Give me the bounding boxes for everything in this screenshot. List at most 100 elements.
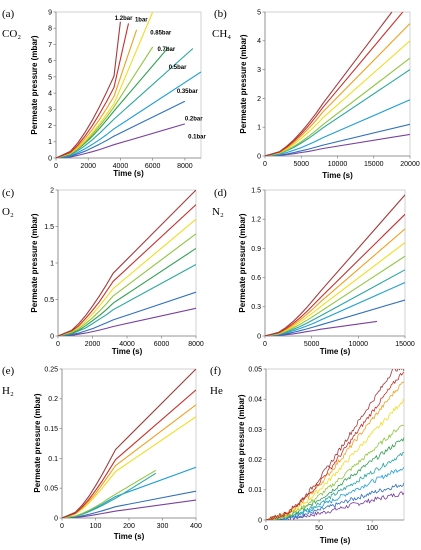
y-tick-label: 0.5 <box>44 297 54 304</box>
y-tick-label: 5 <box>48 74 52 81</box>
chart-panel-c: (c) O₂ 0 0.5 1 1.5 2 0 2000 4000 6000 8000 Time (s) P… <box>2 187 204 356</box>
y-tick-label: 0 <box>48 155 52 162</box>
gas-label: CO₂ <box>2 28 21 40</box>
y-tick-label: 6 <box>48 58 52 65</box>
x-tick-label: 400 <box>190 523 202 530</box>
series-line <box>58 218 196 336</box>
x-tick-label: 20000 <box>400 161 420 168</box>
series-group <box>266 369 404 520</box>
x-tick-label: 4000 <box>113 163 129 170</box>
x-tick-label: 6000 <box>154 341 170 348</box>
x-tick-label: 8000 <box>177 163 193 170</box>
series-line <box>62 389 196 518</box>
series-line <box>56 29 138 158</box>
series-line <box>62 404 196 518</box>
x-tick-label: 100 <box>366 525 378 532</box>
series-line <box>62 469 157 518</box>
y-axis-label: Permeate pressure (mbar) <box>30 35 39 134</box>
x-tick-label: 4000 <box>119 341 135 348</box>
series-line <box>265 269 405 336</box>
series-line <box>56 21 121 158</box>
x-tick-label: 300 <box>157 523 169 530</box>
y-tick-label: 0.04 <box>248 397 262 404</box>
x-tick-label: 6000 <box>145 163 161 170</box>
y-tick-label: 0.01 <box>248 487 262 494</box>
y-tick-label: 3 <box>257 67 261 74</box>
series-group <box>62 369 196 518</box>
y-tick-label: 0 <box>258 517 262 524</box>
gas-label: N₂ <box>212 206 224 218</box>
series-line <box>58 204 196 336</box>
y-tick-label: 3 <box>48 107 52 114</box>
series-line <box>58 307 196 336</box>
series-line <box>265 99 410 156</box>
plot-frame <box>57 189 197 337</box>
gas-label: CH₄ <box>212 28 231 40</box>
series-group <box>265 12 410 156</box>
y-axis-label: Permeate pressure (mbar) <box>30 213 39 312</box>
y-tick-label: 0 <box>50 333 54 340</box>
plot-frame <box>61 368 197 519</box>
y-tick-label: 0.3 <box>251 304 261 311</box>
y-tick-label: 2 <box>48 123 52 130</box>
panel-letter: (c) <box>2 187 15 199</box>
series-line <box>265 12 404 156</box>
plot-frame <box>265 368 405 521</box>
series-line <box>62 369 196 518</box>
x-tick-label: 5000 <box>304 341 320 348</box>
y-tick-label: 9 <box>48 9 52 16</box>
series-group <box>56 12 201 158</box>
x-tick-label: 8000 <box>188 341 204 348</box>
series-line <box>58 190 196 336</box>
y-tick-label: 0.15 <box>44 426 58 433</box>
y-tick-label: 4 <box>48 91 52 98</box>
series-line <box>56 46 170 158</box>
x-tick-label: 100 <box>90 523 102 530</box>
series-annotation: 1bar <box>135 18 148 24</box>
x-tick-label: 0 <box>54 163 58 170</box>
y-tick-label: 0.1 <box>48 456 58 463</box>
y-tick-label: 0.02 <box>248 457 262 464</box>
panel-letter: (d) <box>214 187 227 199</box>
series-line <box>266 372 404 520</box>
x-axis-label: Time (s) <box>112 347 143 356</box>
y-axis-label: Permeate pressure (mbar) <box>239 34 248 133</box>
y-axis-label: Permeate pressure (mbar) <box>33 393 42 492</box>
x-tick-label: 0 <box>263 341 267 348</box>
y-tick-label: 8 <box>48 26 52 33</box>
x-axis-label: Time (s) <box>322 171 353 180</box>
x-tick-label: 50 <box>315 525 323 532</box>
x-axis-label: Time (s) <box>113 169 144 178</box>
series-line <box>265 228 405 336</box>
y-tick-label: 1.5 <box>251 187 261 194</box>
x-tick-label: 0 <box>56 341 60 348</box>
y-tick-label: 0.25 <box>44 366 58 373</box>
chart-panel-f: (f) He 0 0.01 0.02 0.03 0.04 0.05 0 50 100 Time (s)… <box>210 365 405 545</box>
x-tick-label: 0 <box>263 161 267 168</box>
x-tick-label: 2000 <box>80 163 96 170</box>
y-tick-label: 0 <box>54 515 58 522</box>
series-line <box>56 23 130 158</box>
x-tick-label: 200 <box>123 523 135 530</box>
x-axis-label: Time (s) <box>320 536 351 545</box>
y-tick-label: 0.9 <box>251 246 261 253</box>
series-line <box>266 398 404 520</box>
series-group <box>265 194 405 336</box>
y-tick-label: 0.03 <box>248 427 262 434</box>
chart-panel-a: (a) CO₂ 0 1 2 3 4 5 6 7 8 9 0 2000 4000 6000 8000 Time (s… <box>2 8 206 178</box>
x-axis-label: Time (s) <box>320 347 351 356</box>
series-annotation: 0.7bar <box>158 47 176 53</box>
y-tick-label: 1 <box>48 139 52 146</box>
series-annotation: 0.85bar <box>150 31 172 37</box>
series-annotation: 0.5bar <box>169 65 187 71</box>
x-tick-label: 0 <box>264 525 268 532</box>
y-tick-label: 0 <box>257 333 261 340</box>
y-tick-label: 0.2 <box>48 396 58 403</box>
series-line <box>58 291 196 336</box>
series-line <box>266 369 404 520</box>
panel-letter: (e) <box>2 365 15 377</box>
y-tick-label: 4 <box>257 38 261 45</box>
gas-label: He <box>210 385 223 397</box>
y-tick-label: 1 <box>257 125 261 132</box>
